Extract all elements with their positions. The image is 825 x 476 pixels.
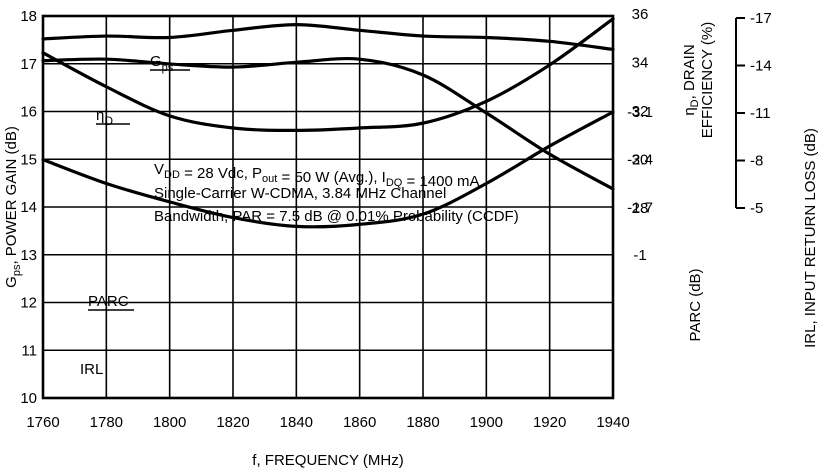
y-left-tick-label: 18 <box>20 8 37 25</box>
y-left-tick-label: 12 <box>20 295 37 312</box>
y-far-right-irl-tick-label: -5 <box>750 200 763 217</box>
y-right-parc-tick-label: -1 <box>633 247 646 264</box>
series-label-gps: Gps <box>150 53 174 74</box>
x-tick-label: 1820 <box>216 414 249 431</box>
y-left-tick-label: 10 <box>20 390 37 407</box>
y-far-right-irl-tick-label: -14 <box>750 58 772 75</box>
y-right-parc-tick-label: -1.7 <box>627 199 653 216</box>
series-curves <box>41 17 615 229</box>
y-right-parc-tick-label: -2.4 <box>627 152 653 169</box>
series-label-irl: IRL <box>80 361 103 378</box>
plot-frame <box>41 14 615 400</box>
series-line-gps <box>41 22 615 52</box>
x-tick-label: 1780 <box>90 414 123 431</box>
y-far-right-irl-tick-label: -17 <box>750 10 772 27</box>
axis-ticks: 1760 1780 1800 1820 1840 1860 1880 1900 1920 1940… <box>20 6 771 431</box>
y-right-efficiency-tick-label: 32 <box>632 103 649 120</box>
series-label-parc: PARC <box>88 293 129 310</box>
y-left-tick-label: 14 <box>20 199 37 216</box>
grid-lines <box>42 15 614 399</box>
y-left-tick-label: 15 <box>20 151 37 168</box>
x-tick-label: 1840 <box>280 414 313 431</box>
y-far-right-irl-tick-label: -8 <box>750 153 763 170</box>
y-far-right-irl-title: IRL, INPUT RETURN LOSS (dB) <box>802 128 819 348</box>
y-far-right-irl-tick-label: -11 <box>750 105 771 122</box>
x-tick-label: 1880 <box>406 414 439 431</box>
annotation-line-2: Single-Carrier W-CDMA, 3.84 MHz Channel <box>154 185 446 202</box>
annotation-line-1: VDD = 28 Vdc, Pout = 50 W (Avg.), IDQ = … <box>154 161 480 190</box>
y-left-tick-label: 13 <box>20 247 37 264</box>
x-tick-label: 1760 <box>26 414 59 431</box>
x-tick-label: 1920 <box>533 414 566 431</box>
y-right-parc-tick-label: -3.1 <box>627 104 653 121</box>
conditions-annotation: VDD = 28 Vdc, Pout = 50 W (Avg.), IDQ = … <box>154 161 519 225</box>
y-right-efficiency-title-line2: EFFICIENCY (%) <box>699 22 716 138</box>
y-left-tick-label: 11 <box>21 342 37 359</box>
x-tick-label: 1940 <box>596 414 629 431</box>
x-tick-label: 1860 <box>343 414 376 431</box>
series-line-parc <box>41 110 615 229</box>
y-right-efficiency-tick-label: 34 <box>632 55 649 72</box>
y-left-tick-label: 16 <box>20 104 37 121</box>
x-tick-label: 1800 <box>153 414 186 431</box>
x-axis-title: f, FREQUENCY (MHz) <box>252 452 403 469</box>
y-left-axis-title: Gps, POWER GAIN (dB) <box>3 126 23 288</box>
y-right-parc-title: PARC (dB) <box>687 268 704 341</box>
y-right-efficiency-title: ηD, DRAIN <box>681 44 701 115</box>
y-left-tick-label: 17 <box>20 56 37 73</box>
y-right-efficiency-tick-label: 28 <box>632 200 649 217</box>
series-line-d <box>41 17 615 132</box>
y-right-efficiency-tick-label: 36 <box>632 6 649 23</box>
y-right-efficiency-tick-label: 30 <box>632 152 649 169</box>
series-line-irl <box>41 56 615 191</box>
series-label-eta: ηD <box>96 107 113 128</box>
x-tick-label: 1900 <box>470 414 503 431</box>
